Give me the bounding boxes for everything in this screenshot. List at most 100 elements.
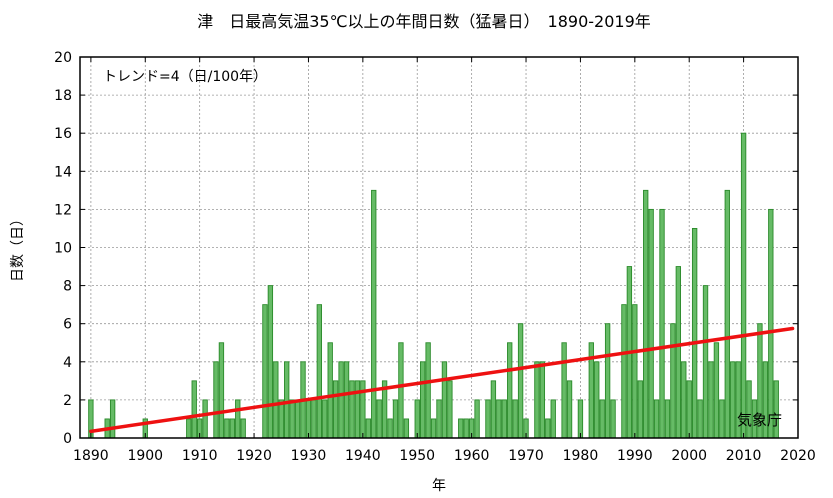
bar — [278, 399, 284, 439]
bar — [501, 399, 507, 439]
y-tick-label: 10 — [54, 241, 72, 257]
source-label: 気象庁 — [737, 411, 782, 429]
bar — [643, 189, 649, 439]
bar — [343, 361, 350, 439]
bar — [109, 399, 116, 439]
bar — [670, 323, 676, 439]
bar — [719, 399, 725, 439]
chart-title: 津 日最高気温35℃以上の年間日数（猛暑日） 1890-2019年 — [197, 12, 651, 31]
bar — [648, 208, 654, 439]
bar — [436, 399, 442, 439]
x-tick-label: 1960 — [454, 448, 490, 464]
bar — [713, 342, 720, 439]
bar — [218, 342, 225, 439]
y-tick-label: 2 — [63, 393, 72, 409]
y-tick-label: 20 — [54, 50, 72, 66]
bar — [550, 399, 556, 439]
bar — [365, 418, 371, 439]
bar — [371, 189, 377, 439]
trend-label: トレンド=4（日/100年） — [103, 69, 267, 85]
bar — [681, 361, 687, 439]
bar — [294, 399, 301, 439]
bar — [441, 361, 448, 439]
y-tick-label: 18 — [54, 88, 72, 104]
bar — [332, 380, 339, 439]
bar — [485, 399, 491, 439]
bar — [675, 266, 682, 439]
bar — [447, 380, 453, 439]
bar — [273, 361, 279, 439]
bar — [376, 399, 382, 439]
bar — [349, 380, 355, 439]
bar — [507, 342, 513, 439]
bar — [420, 361, 426, 439]
bar — [186, 418, 192, 439]
bar — [746, 380, 752, 439]
y-tick-label: 12 — [54, 202, 72, 218]
bar — [414, 399, 420, 439]
x-tick-label: 1930 — [291, 448, 327, 464]
bar — [534, 361, 540, 439]
bar — [322, 399, 328, 439]
bar — [691, 227, 698, 439]
y-tick-label: 0 — [63, 431, 72, 447]
bar — [284, 361, 290, 439]
bar — [191, 380, 197, 439]
bar — [637, 380, 643, 439]
bar — [327, 342, 333, 439]
bar — [686, 380, 692, 439]
x-tick-label: 2010 — [726, 448, 762, 464]
bar — [387, 418, 393, 439]
x-tick-label: 1940 — [345, 448, 381, 464]
bar — [561, 342, 567, 439]
x-tick-label: 1950 — [399, 448, 435, 464]
x-tick-label: 1890 — [73, 448, 109, 464]
y-tick-label: 16 — [54, 126, 72, 142]
bar — [338, 361, 344, 439]
bar — [229, 418, 235, 439]
x-tick-label: 1970 — [508, 448, 544, 464]
x-tick-label: 1910 — [182, 448, 218, 464]
x-tick-label: 1900 — [127, 448, 163, 464]
bar — [512, 399, 518, 439]
bar — [594, 361, 600, 439]
bar — [577, 399, 584, 439]
bar — [305, 399, 312, 439]
x-axis: 1890 1900 1910 1920 1930 1940 1950 1960 1970 1980… — [73, 57, 816, 464]
bar — [664, 399, 671, 439]
bar — [463, 418, 469, 439]
bar — [267, 285, 274, 439]
bar — [768, 208, 774, 439]
bar — [262, 304, 268, 439]
x-tick-label: 2000 — [671, 448, 707, 464]
y-tick-label: 14 — [54, 164, 72, 180]
bar — [311, 399, 317, 439]
bar — [354, 380, 361, 439]
bar — [517, 323, 524, 439]
y-tick-label: 8 — [63, 279, 72, 295]
bar — [740, 132, 747, 439]
y-axis-label: 日数（日） — [10, 212, 26, 282]
bar — [496, 399, 502, 439]
bar — [289, 399, 295, 439]
bar — [632, 304, 638, 439]
bar — [202, 399, 208, 439]
bar — [621, 304, 627, 439]
bar — [235, 399, 241, 439]
bar — [702, 285, 709, 439]
x-tick-label: 1990 — [617, 448, 653, 464]
x-axis-label: 年 — [432, 478, 446, 494]
bar — [240, 418, 246, 439]
bar — [566, 380, 573, 439]
x-tick-label: 1980 — [563, 448, 599, 464]
bar — [599, 399, 605, 439]
y-axis: 0 2 4 6 8 10 12 14 16 18 20 — [54, 50, 798, 447]
bar — [653, 399, 660, 439]
y-tick-label: 6 — [63, 317, 72, 333]
bar — [316, 304, 323, 439]
bar — [403, 418, 410, 439]
bar — [224, 418, 230, 439]
bar — [545, 418, 551, 439]
x-tick-label: 2020 — [780, 448, 816, 464]
